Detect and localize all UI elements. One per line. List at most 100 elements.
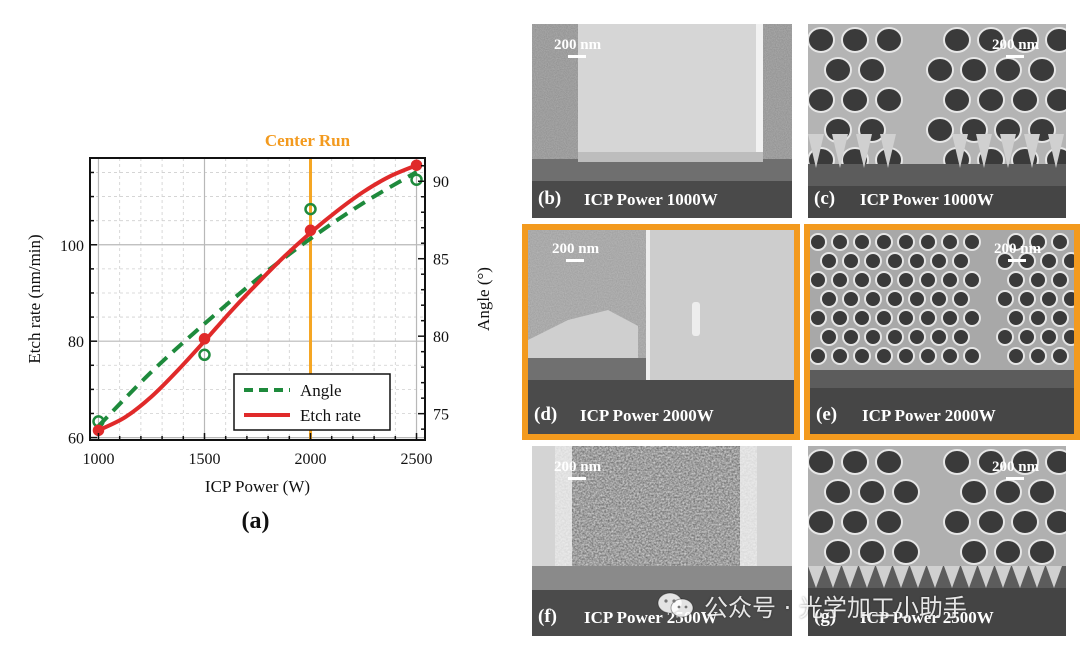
y-right-tick-label: 75 [433,407,449,424]
watermark: 公众号 · 光学加工小助手 [656,590,967,622]
etched-hole [820,252,838,270]
etched-hole [1011,509,1039,535]
etched-hole [853,233,871,251]
scale-bar-line-d [566,259,584,262]
sidewall-cone [842,566,858,588]
y-right-tick-label: 85 [433,252,449,269]
series-layer [92,159,423,437]
scale-label-b: 200 nm [554,37,602,53]
sidewall-cones-c [808,134,1064,168]
panel-letter-c: (c) [814,188,836,209]
etched-hole [820,290,838,308]
etched-hole [943,87,971,113]
etched-hole [963,233,981,251]
etched-hole [810,271,827,289]
etched-hole [930,328,948,346]
sem-panel-b: 200 nm (b) ICP Power 1000W [532,24,792,218]
sidewall-cone [1024,134,1040,168]
scale-bar-line-b [568,55,586,58]
y-left-tick-label: 100 [60,238,84,255]
scale-bar-line-c [1006,55,1024,58]
etched-hole [897,347,915,365]
etched-hole [875,309,893,327]
etched-hole [1051,233,1069,251]
etched-hole [810,233,827,251]
ticks-layer: 1000 1500 2000 2500 60 80 100 75 80 85 90 [60,164,449,468]
panel-letter-b: (b) [538,188,562,209]
legend-angle-label: Angle [300,381,342,400]
etched-hole [960,539,988,565]
etched-hole [908,252,926,270]
etched-hole [808,449,835,475]
etched-hole [1062,290,1074,308]
panel-letter-d: (d) [534,404,558,425]
etched-hole [941,271,959,289]
sidewall-cone [961,566,977,588]
etched-hole [977,87,1005,113]
caption-e: (e) ICP Power 2000W [810,398,1074,434]
etched-hole [1051,271,1069,289]
etched-hole [977,449,1005,475]
x-tick-label: 1000 [82,451,114,468]
sidewall-cone [1000,134,1016,168]
etched-hole [824,479,852,505]
wechat-icon [656,591,696,619]
etched-hole [842,290,860,308]
etched-hole [952,290,970,308]
caption-d: (d) ICP Power 2000W [528,398,794,434]
etched-hole [897,309,915,327]
sidewall-cone [808,566,824,588]
etched-hole [824,57,852,83]
etched-hole [831,271,849,289]
sem-panel-e: 200 nm (e) ICP Power 2000W [810,230,1074,434]
angle-data-point [198,348,211,362]
sidewall-cone [808,134,824,168]
angle-data-point [410,173,423,186]
sem-image-b [532,24,792,218]
etched-hole [841,87,869,113]
etched-hole [996,328,1014,346]
etched-hole [875,27,903,53]
etched-hole [831,233,849,251]
etched-hole [886,290,904,308]
etched-hole [977,509,1005,535]
hole-array-g [808,449,1066,565]
scale-label-d: 200 nm [552,241,600,257]
panel-caption-b: ICP Power 1000W [584,190,718,209]
etched-hole [820,328,838,346]
sidewall-cone [927,566,943,588]
etched-hole [1051,347,1069,365]
etch-rate-angle-chart: Center Run 1000 1500 2000 2500 60 80 100 75 80 85… [25,131,493,534]
sem-panel-d: 200 nm (d) ICP Power 2000W [528,230,794,434]
highlight-frame-e [804,224,1080,440]
etched-hole [831,347,849,365]
etched-hole [1062,328,1074,346]
sidewall-cone [1048,134,1064,168]
etched-hole [1028,57,1056,83]
etched-hole [941,309,959,327]
etched-hole [875,87,903,113]
etched-hole [1040,328,1058,346]
x-axis-label: ICP Power (W) [205,477,310,496]
scale-bar-line-e [1008,259,1026,262]
sidewall-cone [995,566,1011,588]
etched-hole [919,347,937,365]
y-left-tick-label: 80 [68,334,84,351]
etched-hole [858,479,886,505]
etched-hole [1045,509,1066,535]
etched-hole [926,57,954,83]
sidewall-cone [952,134,968,168]
etched-hole [808,27,835,53]
etched-hole [1007,347,1025,365]
sidewall-cone [832,134,848,168]
sem-panel-g: 200 nm (g) ICP Power 2500W [808,446,1066,636]
scale-label-c: 200 nm [992,37,1040,53]
etched-hole [853,271,871,289]
etched-hole [808,509,835,535]
etch-rate-data-point [304,224,317,237]
scale-label-e: 200 nm [994,241,1042,257]
scale-bar-g: 200 nm [992,460,1039,480]
sidewall-cone [1046,566,1062,588]
etched-hole [892,539,920,565]
scale-bar-e: 200 nm [994,241,1042,262]
